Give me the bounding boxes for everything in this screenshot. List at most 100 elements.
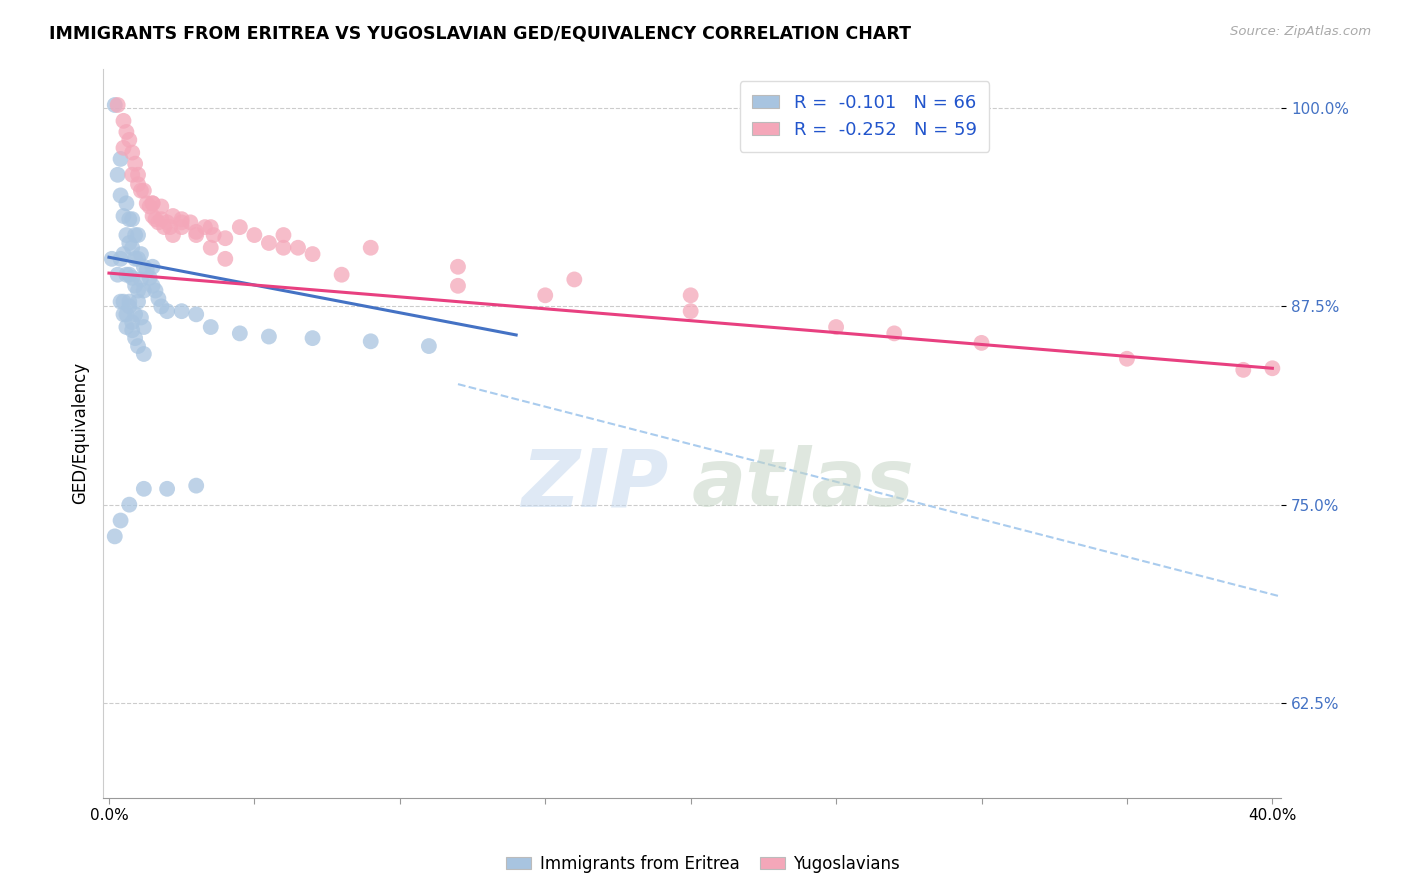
Point: [1116, 351, 1139, 366]
Point: [118, 294, 141, 309]
Point: [121, 241, 143, 255]
Point: [301, 331, 323, 345]
Point: [121, 315, 143, 329]
Point: [121, 271, 143, 285]
Point: [534, 288, 557, 302]
Point: [1261, 361, 1284, 376]
Point: [121, 168, 143, 182]
Point: [142, 278, 165, 293]
Point: [129, 184, 152, 198]
Point: [124, 156, 146, 170]
Point: [132, 260, 155, 274]
Point: [679, 304, 702, 318]
Point: [115, 125, 138, 139]
Point: [156, 215, 179, 229]
Point: [138, 200, 160, 214]
Point: [107, 268, 129, 282]
Point: [124, 228, 146, 243]
Point: [679, 288, 702, 302]
Point: [124, 307, 146, 321]
Point: [110, 514, 132, 528]
Point: [447, 278, 470, 293]
Point: [142, 260, 165, 274]
Point: [129, 272, 152, 286]
Point: [115, 320, 138, 334]
Point: [214, 231, 236, 245]
Point: [162, 228, 184, 243]
Point: [118, 300, 141, 314]
Point: [127, 294, 149, 309]
Point: [135, 263, 157, 277]
Point: [159, 220, 181, 235]
Point: [142, 209, 165, 223]
Point: [229, 220, 252, 235]
Point: [112, 113, 135, 128]
Text: IMMIGRANTS FROM ERITREA VS YUGOSLAVIAN GED/EQUIVALENCY CORRELATION CHART: IMMIGRANTS FROM ERITREA VS YUGOSLAVIAN G…: [49, 25, 911, 43]
Point: [150, 300, 173, 314]
Point: [118, 268, 141, 282]
Point: [115, 268, 138, 282]
Point: [194, 220, 217, 235]
Point: [121, 145, 143, 160]
Point: [132, 184, 155, 198]
Point: [104, 529, 127, 543]
Point: [110, 152, 132, 166]
Point: [148, 292, 170, 306]
Point: [170, 212, 193, 227]
Point: [135, 196, 157, 211]
Point: [145, 284, 167, 298]
Point: [200, 241, 222, 255]
Point: [132, 320, 155, 334]
Point: [115, 307, 138, 321]
Point: [121, 323, 143, 337]
Point: [257, 329, 280, 343]
Point: [118, 133, 141, 147]
Point: [124, 278, 146, 293]
Point: [127, 168, 149, 182]
Y-axis label: GED/Equivalency: GED/Equivalency: [72, 362, 89, 504]
Point: [101, 252, 124, 266]
Point: [287, 241, 309, 255]
Legend: R =  -0.101   N = 66, R =  -0.252   N = 59: R = -0.101 N = 66, R = -0.252 N = 59: [740, 81, 990, 152]
Point: [418, 339, 440, 353]
Point: [1232, 363, 1254, 377]
Point: [127, 284, 149, 298]
Point: [229, 326, 252, 341]
Point: [170, 220, 193, 235]
Point: [115, 196, 138, 211]
Point: [148, 215, 170, 229]
Point: [129, 310, 152, 325]
Point: [124, 331, 146, 345]
Point: [118, 212, 141, 227]
Point: [112, 294, 135, 309]
Point: [170, 304, 193, 318]
Point: [112, 307, 135, 321]
Text: ZIP: ZIP: [522, 445, 669, 524]
Point: [170, 215, 193, 229]
Point: [107, 98, 129, 112]
Point: [112, 209, 135, 223]
Point: [186, 478, 208, 492]
Point: [118, 235, 141, 250]
Point: [162, 209, 184, 223]
Point: [132, 482, 155, 496]
Point: [112, 247, 135, 261]
Point: [127, 228, 149, 243]
Point: [110, 188, 132, 202]
Point: [142, 196, 165, 211]
Point: [110, 294, 132, 309]
Point: [129, 247, 152, 261]
Point: [825, 320, 848, 334]
Point: [104, 98, 127, 112]
Point: [127, 252, 149, 266]
Point: [301, 247, 323, 261]
Point: [883, 326, 905, 341]
Point: [150, 200, 173, 214]
Point: [273, 228, 295, 243]
Point: [200, 320, 222, 334]
Point: [142, 196, 165, 211]
Point: [970, 335, 993, 350]
Point: [156, 304, 179, 318]
Point: [447, 260, 470, 274]
Legend: Immigrants from Eritrea, Yugoslavians: Immigrants from Eritrea, Yugoslavians: [499, 848, 907, 880]
